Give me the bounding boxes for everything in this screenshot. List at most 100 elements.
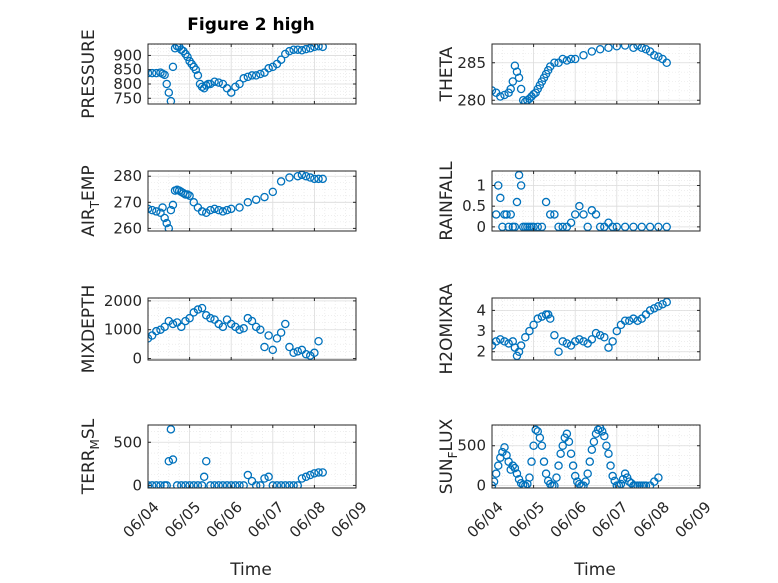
data-point — [593, 425, 603, 435]
data-point — [260, 342, 269, 352]
data-point — [218, 481, 228, 488]
data-point — [554, 222, 563, 231]
data-point — [170, 44, 180, 53]
data-point — [514, 474, 524, 484]
data-point — [160, 70, 169, 80]
series-markers — [492, 298, 671, 360]
data-point — [629, 222, 638, 231]
y-tick-label: 800 — [113, 75, 142, 93]
y-tick-label: 0 — [476, 477, 486, 495]
data-point — [314, 174, 323, 184]
y-axis-label: RAINFALL — [437, 161, 457, 241]
data-point — [579, 337, 588, 346]
data-point — [183, 52, 192, 62]
data-point — [649, 51, 659, 60]
data-point — [214, 78, 223, 87]
axes-box — [147, 297, 357, 361]
data-point — [289, 481, 298, 488]
data-point — [492, 469, 501, 478]
y-tick-label: 4 — [476, 301, 486, 319]
axes-box — [147, 424, 357, 489]
data-point — [164, 456, 174, 466]
data-point — [504, 339, 513, 348]
data-point — [166, 425, 176, 434]
data-point — [506, 84, 515, 94]
data-point — [235, 481, 244, 488]
data-point — [550, 330, 559, 340]
data-point — [231, 481, 240, 488]
data-point — [521, 333, 530, 342]
data-point — [554, 461, 563, 470]
data-point — [512, 469, 522, 478]
data-point — [496, 335, 505, 344]
data-point — [654, 473, 663, 482]
data-point — [658, 299, 667, 309]
data-point — [264, 472, 273, 482]
x-tick-label: 06/04 — [463, 498, 506, 541]
data-point — [206, 79, 215, 89]
data-point — [310, 469, 319, 478]
data-point — [191, 65, 201, 74]
data-point — [214, 205, 223, 215]
data-point — [570, 54, 580, 64]
data-point — [564, 437, 574, 446]
data-point — [181, 481, 190, 488]
y-tick-label: 2 — [476, 343, 486, 361]
data-point — [301, 44, 311, 54]
data-point — [512, 351, 522, 360]
data-point — [268, 345, 278, 355]
data-point — [301, 349, 311, 359]
data-point — [318, 44, 327, 52]
data-point — [289, 45, 298, 54]
data-point — [529, 441, 538, 450]
x-tick-label: 06/08 — [630, 498, 673, 541]
data-point — [193, 71, 203, 80]
x-axis-label-left: Time — [229, 560, 272, 580]
data-point — [649, 304, 659, 313]
data-point — [148, 204, 153, 214]
data-point — [510, 463, 520, 473]
y-tick-label: 500 — [457, 437, 486, 455]
data-point — [168, 62, 178, 72]
data-point — [612, 326, 622, 336]
data-point — [235, 325, 244, 334]
data-point — [589, 437, 599, 446]
data-point — [641, 481, 651, 488]
data-point — [662, 58, 671, 68]
x-tick-label: 06/05 — [505, 498, 548, 541]
data-point — [226, 204, 236, 214]
y-axis-label: MIXDEPTH — [79, 285, 99, 374]
data-point — [581, 477, 590, 486]
data-point — [554, 347, 563, 356]
series-markers — [148, 171, 327, 231]
data-point — [152, 326, 161, 336]
data-point — [641, 45, 651, 54]
data-point — [305, 470, 315, 480]
data-point — [247, 71, 257, 80]
data-point — [527, 457, 536, 466]
data-point — [272, 481, 282, 488]
data-point — [301, 171, 311, 181]
data-point — [579, 51, 588, 60]
data-point — [243, 72, 253, 82]
data-point — [222, 481, 232, 488]
y-tick-label: 0 — [132, 476, 142, 494]
data-point — [206, 205, 215, 215]
data-point — [629, 314, 638, 323]
data-point — [251, 195, 261, 204]
data-point — [268, 481, 278, 488]
data-point — [604, 449, 613, 458]
data-point — [512, 197, 522, 207]
data-point — [210, 77, 219, 86]
data-point — [256, 69, 265, 79]
data-point — [148, 334, 153, 343]
data-point — [633, 44, 642, 50]
data-point — [218, 207, 228, 216]
data-point — [251, 71, 261, 80]
data-point — [570, 337, 580, 346]
data-point — [595, 45, 605, 54]
data-point — [562, 339, 572, 348]
data-point — [276, 177, 286, 186]
subplot-terr_msl: 0 500 TERRMSL 06/0406/0506/0606/0706/0806/0… — [79, 418, 371, 541]
